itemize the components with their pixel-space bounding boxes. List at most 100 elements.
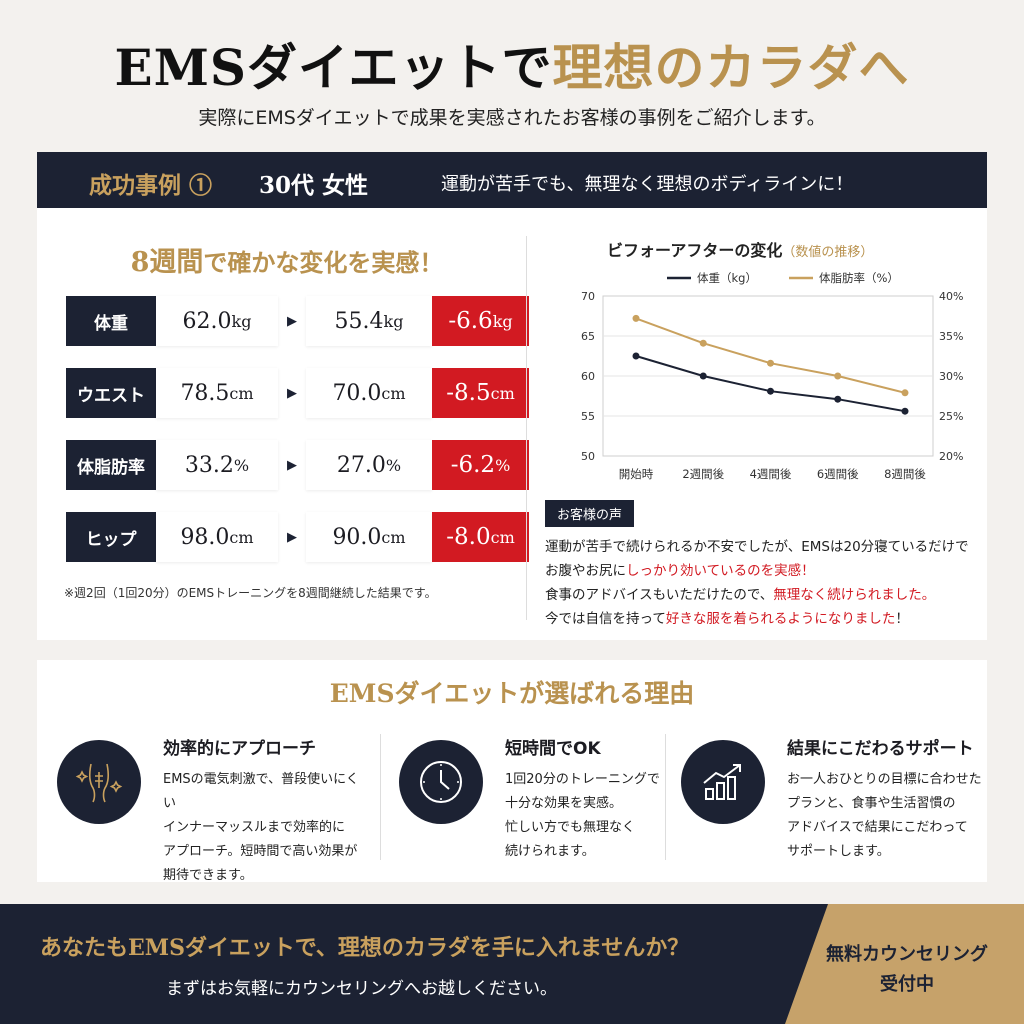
- metric-after: 90.0 cm: [306, 512, 432, 562]
- legend-label: 体重（kg）: [697, 271, 757, 285]
- reason-line: お一人おひとりの目標に合わせた: [787, 772, 982, 787]
- chart-title-text: ビフォーアフターの変化: [607, 241, 783, 260]
- footer-headline: あなたもEMSダイエットで、理想のカラダを手に入れませんか？: [40, 935, 690, 961]
- reason-line: 十分な効果を実感。: [505, 796, 623, 811]
- reason-title: 効率的にアプローチ: [163, 739, 316, 759]
- badge-line-2[interactable]: 受付中: [880, 974, 934, 995]
- arrow-right-icon: ▶: [287, 529, 297, 545]
- y-right-tick-label: 35%: [939, 330, 963, 343]
- metric-after-value: 27.0: [336, 452, 386, 478]
- reason-line: 期待できます。: [163, 868, 253, 883]
- x-tick-label: 開始時: [619, 467, 654, 481]
- y-left-tick-label: 50: [581, 450, 595, 463]
- reason-line: EMSの電気刺激で、普段使いにくい: [163, 772, 359, 811]
- reason-item-support: 結果にこだわるサポート お一人おひとりの目標に合わせた プランと、食事や生活習慣…: [671, 730, 987, 862]
- metric-diff-value: -6.6: [448, 308, 493, 334]
- voice-highlight: 無理なく続けられました。: [773, 587, 936, 603]
- data-point: [901, 407, 909, 415]
- metric-before-value: 78.5: [180, 380, 230, 406]
- arrow-right-icon: ▶: [287, 385, 297, 401]
- metric-diff-value: -6.2: [450, 452, 496, 478]
- weeks-heading: 8週間で確かな変化を実感！: [77, 240, 497, 279]
- data-point: [901, 389, 909, 397]
- metric-after: 27.0%: [306, 440, 432, 490]
- reasons-card: EMSダイエットが選ばれる理由 効率的にアプローチ EMSの電気刺激で、普段使い…: [37, 660, 987, 883]
- metric-before: 98.0 cm: [156, 512, 278, 562]
- metric-before-unit: cm: [229, 383, 254, 403]
- metric-diff: -8.0 cm: [432, 512, 529, 562]
- case-number: 成功事例 ①: [89, 172, 213, 199]
- metric-before-value: 33.2: [184, 452, 234, 478]
- metric-before: 62.0 kg: [156, 296, 278, 346]
- metric-before: 33.2%: [156, 440, 278, 490]
- case-study-card: 成功事例 ① 30代 女性 運動が苦手でも、無理なく理想のボディラインに！ 8週…: [37, 152, 987, 640]
- x-tick-label: 2週間後: [682, 467, 724, 481]
- reason-line: 忙しい方でも無理なく: [505, 820, 636, 835]
- chart-title: ビフォーアフターの変化（数値の推移）: [607, 237, 873, 261]
- metric-after-unit: %: [385, 455, 402, 475]
- y-left-tick-label: 70: [581, 290, 595, 303]
- reason-line: 1回20分のトレーニングで: [505, 772, 660, 787]
- data-point: [632, 314, 640, 322]
- badge-line-1[interactable]: 無料カウンセリング: [826, 944, 988, 965]
- data-point: [632, 352, 640, 360]
- arrow-right-icon: ▶: [287, 457, 297, 473]
- voice-line-3: 食事のアドバイスもいただけたので、無理なく続けられました。: [545, 583, 935, 603]
- metric-diff-unit: kg: [492, 311, 513, 331]
- metric-row-waist: ウエスト 78.5 cm ▶ 70.0 cm -8.5 cm: [66, 368, 529, 418]
- series-line: [635, 317, 906, 394]
- y-right-tick-label: 40%: [939, 290, 963, 303]
- reason-description: EMSの電気刺激で、普段使いにくい インナーマッスルまで効率的に アプローチ。短…: [163, 768, 363, 888]
- data-point: [834, 372, 842, 380]
- data-point: [767, 359, 774, 367]
- metric-diff: -8.5 cm: [432, 368, 529, 418]
- metric-before-value: 98.0: [180, 524, 230, 550]
- metric-after-value: 55.4: [334, 308, 384, 334]
- x-tick-label: 6週間後: [817, 467, 859, 481]
- data-point: [699, 372, 707, 380]
- voice-text: 今では自信を持って: [545, 611, 666, 627]
- divider: [526, 236, 527, 620]
- case-note: ※週2回（1回20分）のEMSトレーニングを8週間継続した結果です。: [64, 586, 437, 600]
- reason-line: アドバイスで結果にこだわって: [787, 820, 968, 835]
- arrow-right-icon: ▶: [287, 313, 297, 329]
- growth-chart-icon: [681, 740, 765, 824]
- reason-line: プランと、食事や生活習慣の: [787, 796, 956, 811]
- data-point: [834, 395, 842, 403]
- metric-diff-unit: cm: [490, 383, 515, 403]
- reason-description: 1回20分のトレーニングで 十分な効果を実感。 忙しい方でも無理なく 続けられま…: [505, 768, 705, 864]
- voice-tag: お客様の声: [545, 500, 635, 527]
- metric-label: 体重: [66, 296, 156, 346]
- metric-after: 70.0 cm: [306, 368, 432, 418]
- voice-text: ！: [895, 611, 909, 627]
- reason-title: 短時間でOK: [505, 739, 601, 759]
- case-catchphrase: 運動が苦手でも、無理なく理想のボディラインに！: [441, 174, 854, 195]
- metric-before-value: 62.0: [182, 308, 232, 334]
- reason-item-short-time: 短時間でOK 1回20分のトレーニングで 十分な効果を実感。 忙しい方でも無理な…: [389, 730, 705, 862]
- x-tick-label: 4週間後: [750, 467, 792, 481]
- page-title-part2: 理想のカラダへ: [552, 38, 910, 97]
- divider: [380, 734, 381, 860]
- voice-line-2: お腹やお尻にしっかり効いているのを実感！: [545, 559, 815, 579]
- body-sparkle-icon: [57, 740, 141, 824]
- x-tick-label: 8週間後: [884, 467, 926, 481]
- metric-after-unit: cm: [381, 383, 406, 403]
- y-right-tick-label: 20%: [939, 450, 963, 463]
- voice-line-1: 運動が苦手で続けられるか不安でしたが、EMSは20分寝ているだけで: [545, 539, 969, 555]
- metric-before-unit: cm: [229, 527, 254, 547]
- line-chart: 70 65 60 55 50 40% 35% 30% 25% 20% 開始時 2週間後 4週間後 6週間後…: [581, 271, 963, 481]
- metric-row-weight: 体重 62.0 kg ▶ 55.4 kg -6.6 kg: [66, 296, 529, 346]
- metric-after-value: 90.0: [332, 524, 382, 550]
- clock-icon: [399, 740, 483, 824]
- legend-label: 体脂肪率（%）: [819, 271, 899, 285]
- page-title: EMSダイエットで理想のカラダへ: [0, 28, 1024, 100]
- metric-after-unit: cm: [381, 527, 406, 547]
- voice-highlight: しっかり効いているのを実感！: [626, 563, 815, 579]
- metric-after-unit: kg: [383, 311, 404, 331]
- voice-text: お腹やお尻に: [545, 563, 626, 579]
- weeks-heading-text: で確かな変化を実感！: [203, 248, 444, 277]
- page-subtitle: 実際にEMSダイエットで成果を実感されたお客様の事例をご紹介します。: [198, 107, 826, 129]
- data-point: [699, 339, 707, 347]
- counseling-badge[interactable]: [785, 904, 1024, 1024]
- metric-label: ウエスト: [66, 368, 156, 418]
